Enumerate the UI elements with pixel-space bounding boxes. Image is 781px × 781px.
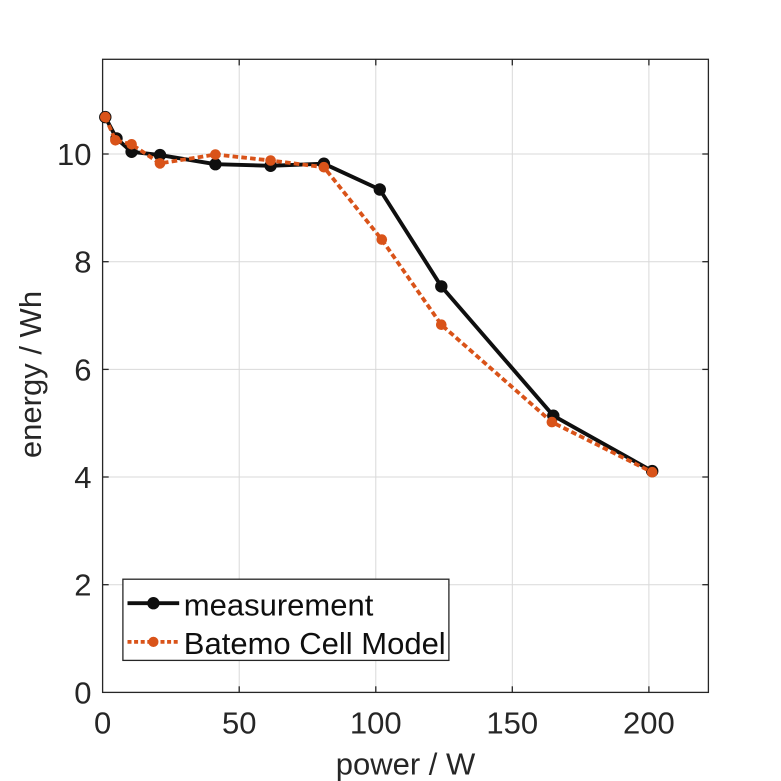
svg-text:0: 0 (74, 675, 91, 710)
svg-text:6: 6 (74, 352, 91, 387)
svg-text:200: 200 (623, 705, 675, 740)
svg-text:0: 0 (94, 705, 111, 740)
svg-text:4: 4 (74, 460, 91, 495)
svg-text:energy / Wh: energy / Wh (13, 291, 48, 458)
svg-text:10: 10 (57, 137, 91, 172)
svg-text:2: 2 (74, 568, 91, 603)
svg-text:8: 8 (74, 245, 91, 280)
svg-text:150: 150 (486, 705, 538, 740)
svg-text:100: 100 (350, 705, 402, 740)
svg-text:50: 50 (222, 705, 256, 740)
svg-text:measurement: measurement (184, 587, 374, 622)
svg-text:power / W: power / W (336, 747, 476, 781)
svg-text:Batemo Cell Model: Batemo Cell Model (184, 626, 446, 661)
